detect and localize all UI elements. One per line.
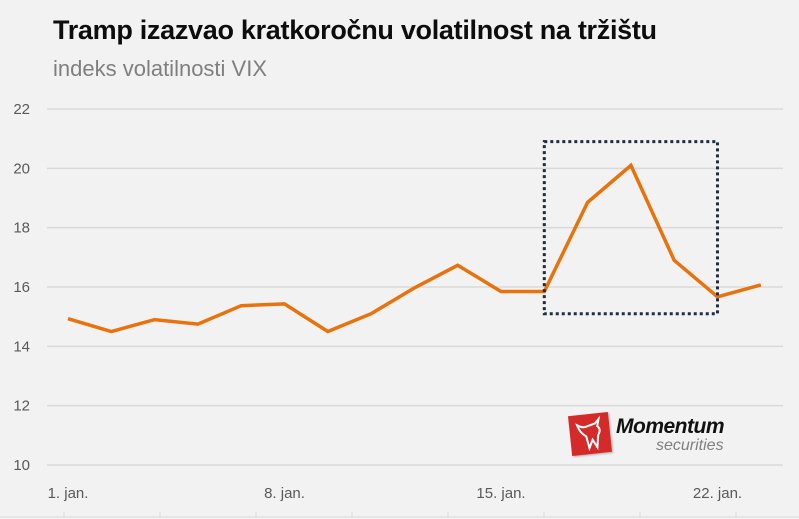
chart-title: Tramp izazvao kratkoročnu volatilnost na… [53, 15, 657, 45]
y-tick-label: 10 [13, 457, 30, 474]
y-tick-label: 18 [13, 220, 30, 237]
y-tick-label: 22 [13, 101, 30, 118]
x-axis-ticks: 1. jan. 8. jan. 15. jan. 22. jan. [48, 485, 743, 502]
vix-series-line [67, 162, 762, 334]
logo-subtitle: securities [656, 437, 724, 454]
x-tick-label: 22. jan. [693, 485, 742, 502]
y-tick-label: 16 [13, 279, 30, 296]
y-axis-ticks: 10 12 14 16 18 20 22 [13, 101, 30, 474]
x-tick-label: 1. jan. [48, 485, 89, 502]
gridlines [47, 108, 783, 466]
y-tick-label: 12 [13, 398, 30, 415]
y-tick-label: 14 [13, 338, 30, 355]
momentum-logo: Momentum securities [568, 411, 770, 461]
x-axis-tick-marks [63, 512, 737, 517]
logo-name: Momentum [616, 415, 725, 438]
bull-logo-icon [568, 412, 612, 456]
x-tick-label: 15. jan. [476, 485, 525, 502]
chart-subtitle: indeks volatilnosti VIX [53, 56, 267, 81]
x-tick-label: 8. jan. [264, 485, 305, 502]
y-tick-label: 20 [13, 160, 30, 177]
highlight-box [542, 140, 719, 316]
